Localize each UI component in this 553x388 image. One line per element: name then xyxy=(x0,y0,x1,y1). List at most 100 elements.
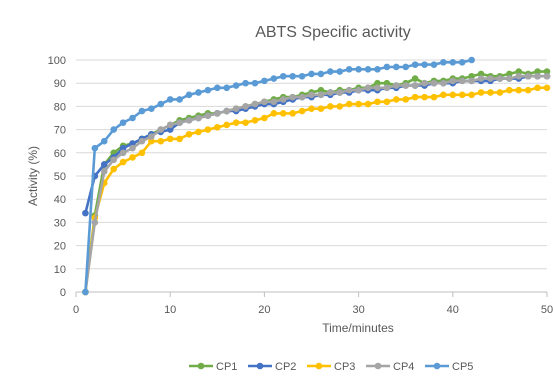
data-point xyxy=(129,154,136,161)
data-point xyxy=(119,144,127,152)
data-point xyxy=(185,91,193,99)
data-point xyxy=(119,158,127,166)
y-tick-label: 20 xyxy=(54,241,66,253)
data-point xyxy=(402,96,410,103)
data-point xyxy=(261,77,268,85)
data-point xyxy=(336,68,344,75)
data-point xyxy=(458,91,466,99)
data-point xyxy=(515,68,523,75)
data-point xyxy=(242,103,249,110)
data-point xyxy=(308,70,315,78)
data-point xyxy=(317,86,325,94)
data-point xyxy=(317,70,325,78)
data-point xyxy=(176,135,183,143)
series-cp4 xyxy=(82,72,551,296)
legend-item-cp3: CP3 xyxy=(307,361,355,373)
data-point xyxy=(534,84,541,92)
data-point xyxy=(279,96,287,103)
legend-label: CP1 xyxy=(216,361,237,373)
data-point xyxy=(430,93,438,101)
data-point xyxy=(138,107,146,115)
data-point xyxy=(543,72,551,80)
legend-point-marker xyxy=(315,362,323,370)
data-point xyxy=(345,100,353,108)
data-point xyxy=(242,79,249,87)
data-point xyxy=(402,63,410,71)
x-tick-label: 50 xyxy=(541,304,553,316)
data-point xyxy=(355,86,362,94)
data-point xyxy=(166,126,174,133)
y-axis-label: Activity (%) xyxy=(26,146,40,206)
data-point xyxy=(119,149,127,157)
data-point xyxy=(138,137,146,145)
data-point xyxy=(374,79,381,87)
series-cp3 xyxy=(82,84,551,296)
x-tick-label: 40 xyxy=(447,304,459,316)
data-point xyxy=(232,82,240,89)
legend-item-cp2: CP2 xyxy=(248,361,296,373)
legend-point-marker xyxy=(256,362,264,370)
x-tick-label: 0 xyxy=(73,304,79,316)
data-point xyxy=(430,61,438,68)
y-tick-label: 50 xyxy=(54,171,66,183)
data-point xyxy=(100,168,108,175)
data-point xyxy=(223,107,231,115)
data-point xyxy=(477,75,485,82)
data-point xyxy=(261,98,268,106)
data-point xyxy=(223,84,231,92)
legend-label: CP2 xyxy=(275,361,296,373)
data-point xyxy=(411,61,419,68)
data-point xyxy=(289,93,296,101)
data-point xyxy=(487,89,494,96)
data-point xyxy=(119,119,127,126)
legend-point-marker xyxy=(374,362,382,370)
data-point xyxy=(308,91,315,99)
data-point xyxy=(166,135,174,143)
data-point xyxy=(298,93,306,101)
data-point xyxy=(82,288,89,296)
data-point xyxy=(515,86,523,94)
data-point xyxy=(458,77,466,85)
data-point xyxy=(129,140,136,147)
x-axis-label: Time/minutes xyxy=(322,321,394,335)
data-point xyxy=(468,91,475,99)
axes: 0 10 20 30 40 50 60 70 80 90 100 0 10 20 30 40 50 xyxy=(48,55,553,316)
data-point xyxy=(214,123,221,131)
data-point xyxy=(327,68,334,75)
data-point xyxy=(392,82,400,89)
y-tick-label: 40 xyxy=(54,194,66,206)
data-point xyxy=(204,126,212,133)
data-point xyxy=(336,103,344,110)
data-point xyxy=(487,75,494,82)
y-tick-label: 100 xyxy=(48,55,66,67)
x-tick-label: 10 xyxy=(164,304,176,316)
data-point xyxy=(440,91,447,99)
data-point xyxy=(543,68,551,75)
data-point xyxy=(449,91,457,99)
data-point xyxy=(223,121,231,129)
data-point xyxy=(421,79,428,87)
data-point xyxy=(506,75,513,82)
data-point xyxy=(279,110,287,117)
data-point xyxy=(270,110,278,117)
data-point xyxy=(308,105,315,113)
data-point xyxy=(327,103,334,110)
data-point xyxy=(261,114,268,122)
data-point xyxy=(496,89,504,96)
data-point xyxy=(214,84,221,92)
data-point xyxy=(392,63,400,71)
y-tick-label: 0 xyxy=(60,287,66,299)
data-point xyxy=(496,75,504,82)
data-point xyxy=(355,100,362,108)
legend-label: CP3 xyxy=(334,361,355,373)
data-point xyxy=(524,72,532,80)
data-point xyxy=(204,112,212,119)
data-point xyxy=(327,89,334,96)
data-point xyxy=(477,70,485,78)
data-point xyxy=(477,89,485,96)
data-point xyxy=(129,114,136,122)
y-tick-label: 90 xyxy=(54,78,66,90)
data-point xyxy=(402,82,410,89)
data-point xyxy=(506,86,513,94)
data-point xyxy=(82,209,89,217)
